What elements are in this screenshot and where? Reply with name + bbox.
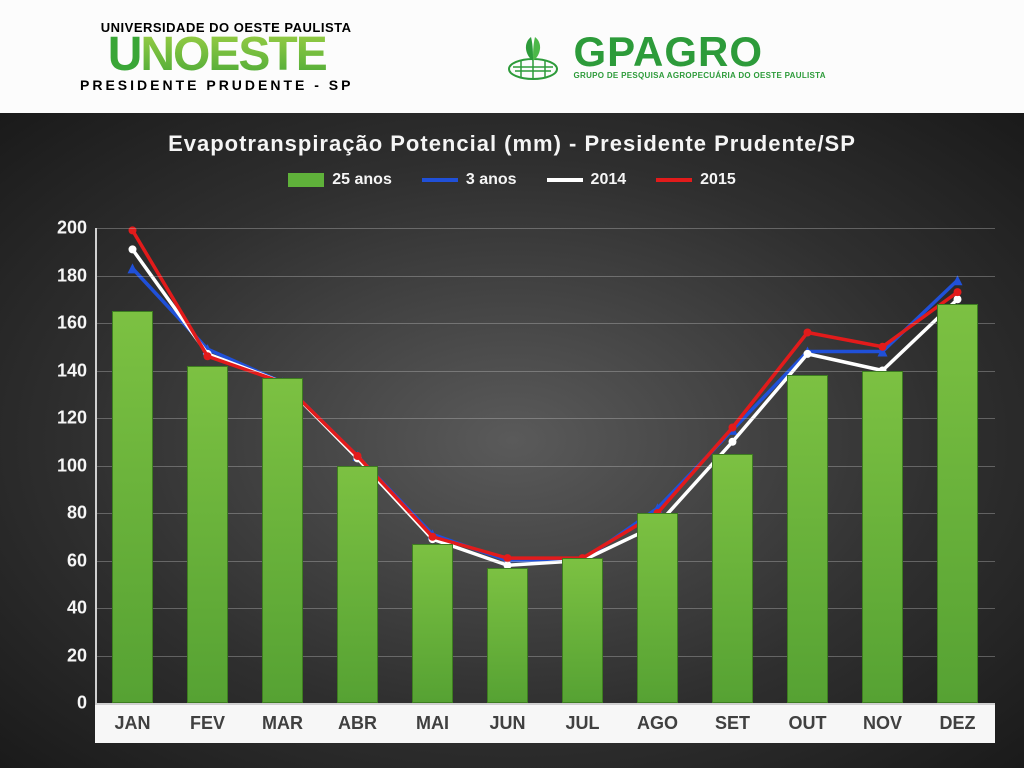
legend-label: 3 anos <box>466 171 517 189</box>
y-tick-label: 0 <box>47 693 87 714</box>
x-tick-label: OUT <box>789 713 827 734</box>
chart-container: Evapotranspiração Potencial (mm) - Presi… <box>0 113 1024 768</box>
line-marker <box>729 438 737 446</box>
header: UNIVERSIDADE DO OESTE PAULISTA UNOESTE P… <box>0 0 1024 113</box>
bar <box>787 375 828 703</box>
gpagro-sub-text: GRUPO DE PESQUISA AGROPECUÁRIA DO OESTE … <box>573 71 825 80</box>
y-tick-label: 180 <box>47 265 87 286</box>
grid-line <box>95 371 995 372</box>
grid-line <box>95 276 995 277</box>
line-marker <box>953 275 963 285</box>
line-series <box>133 230 958 558</box>
bar <box>412 544 453 703</box>
bar <box>712 454 753 703</box>
unoeste-logo: UNIVERSIDADE DO OESTE PAULISTA UNOESTE P… <box>80 20 353 94</box>
legend-item: 2015 <box>656 171 736 189</box>
x-tick-label: MAI <box>416 713 449 734</box>
line-marker <box>129 245 137 253</box>
line-marker <box>954 288 962 296</box>
y-tick-label: 60 <box>47 550 87 571</box>
line-marker <box>429 533 437 541</box>
line-series <box>133 268 958 560</box>
line-marker <box>204 352 212 360</box>
legend-item: 25 anos <box>288 171 392 189</box>
line-marker <box>804 350 812 358</box>
line-marker <box>954 295 962 303</box>
grid-line <box>95 323 995 324</box>
grid-line <box>95 561 995 562</box>
bar <box>187 366 228 703</box>
legend-swatch <box>288 173 324 187</box>
y-tick-label: 120 <box>47 408 87 429</box>
chart-legend: 25 anos 3 anos 2014 2015 <box>0 171 1024 189</box>
bar <box>337 466 378 704</box>
unoeste-main-text: UNOESTE <box>108 35 326 76</box>
unoeste-sub-text: PRESIDENTE PRUDENTE - SP <box>80 77 353 93</box>
x-tick-label: FEV <box>190 713 225 734</box>
plot-area: 020406080100120140160180200JANFEVMARABRM… <box>95 228 995 703</box>
y-tick-label: 160 <box>47 313 87 334</box>
line-marker <box>879 343 887 351</box>
line-marker <box>804 329 812 337</box>
bar <box>637 513 678 703</box>
y-tick-label: 100 <box>47 455 87 476</box>
grid-line <box>95 418 995 419</box>
legend-swatch <box>547 178 583 182</box>
legend-label: 2014 <box>591 171 627 189</box>
y-axis-line <box>95 228 97 703</box>
bar <box>487 568 528 703</box>
y-tick-label: 20 <box>47 645 87 666</box>
line-marker <box>354 452 362 460</box>
y-tick-label: 140 <box>47 360 87 381</box>
x-tick-label: NOV <box>863 713 902 734</box>
grid-line <box>95 513 995 514</box>
bar <box>112 311 153 703</box>
legend-item: 2014 <box>547 171 627 189</box>
grid-line <box>95 656 995 657</box>
x-tick-label: JUN <box>489 713 525 734</box>
y-tick-label: 80 <box>47 503 87 524</box>
x-tick-label: JUL <box>565 713 599 734</box>
line-marker <box>128 263 138 273</box>
y-tick-label: 200 <box>47 218 87 239</box>
legend-swatch <box>422 178 458 182</box>
y-tick-label: 40 <box>47 598 87 619</box>
bar <box>262 378 303 703</box>
x-tick-label: JAN <box>114 713 150 734</box>
chart-title: Evapotranspiração Potencial (mm) - Presi… <box>0 113 1024 157</box>
x-axis-line <box>95 703 995 705</box>
x-tick-label: DEZ <box>940 713 976 734</box>
legend-swatch <box>656 178 692 182</box>
grid-line <box>95 608 995 609</box>
legend-label: 25 anos <box>332 171 392 189</box>
x-tick-label: AGO <box>637 713 678 734</box>
grid-line <box>95 228 995 229</box>
line-marker <box>729 424 737 432</box>
x-tick-label: ABR <box>338 713 377 734</box>
x-tick-label: MAR <box>262 713 303 734</box>
x-axis-strip <box>95 703 995 743</box>
legend-item: 3 anos <box>422 171 517 189</box>
gpagro-main-text: GPAGRO <box>573 33 825 71</box>
line-series <box>133 249 958 565</box>
x-tick-label: SET <box>715 713 750 734</box>
bar <box>862 371 903 704</box>
legend-label: 2015 <box>700 171 736 189</box>
gpagro-text: GPAGRO GRUPO DE PESQUISA AGROPECUÁRIA DO… <box>573 33 825 80</box>
gpagro-logo: GPAGRO GRUPO DE PESQUISA AGROPECUÁRIA DO… <box>503 27 825 87</box>
bar <box>937 304 978 703</box>
grid-line <box>95 466 995 467</box>
bar <box>562 558 603 703</box>
gpagro-leaf-grid-icon <box>503 27 563 87</box>
